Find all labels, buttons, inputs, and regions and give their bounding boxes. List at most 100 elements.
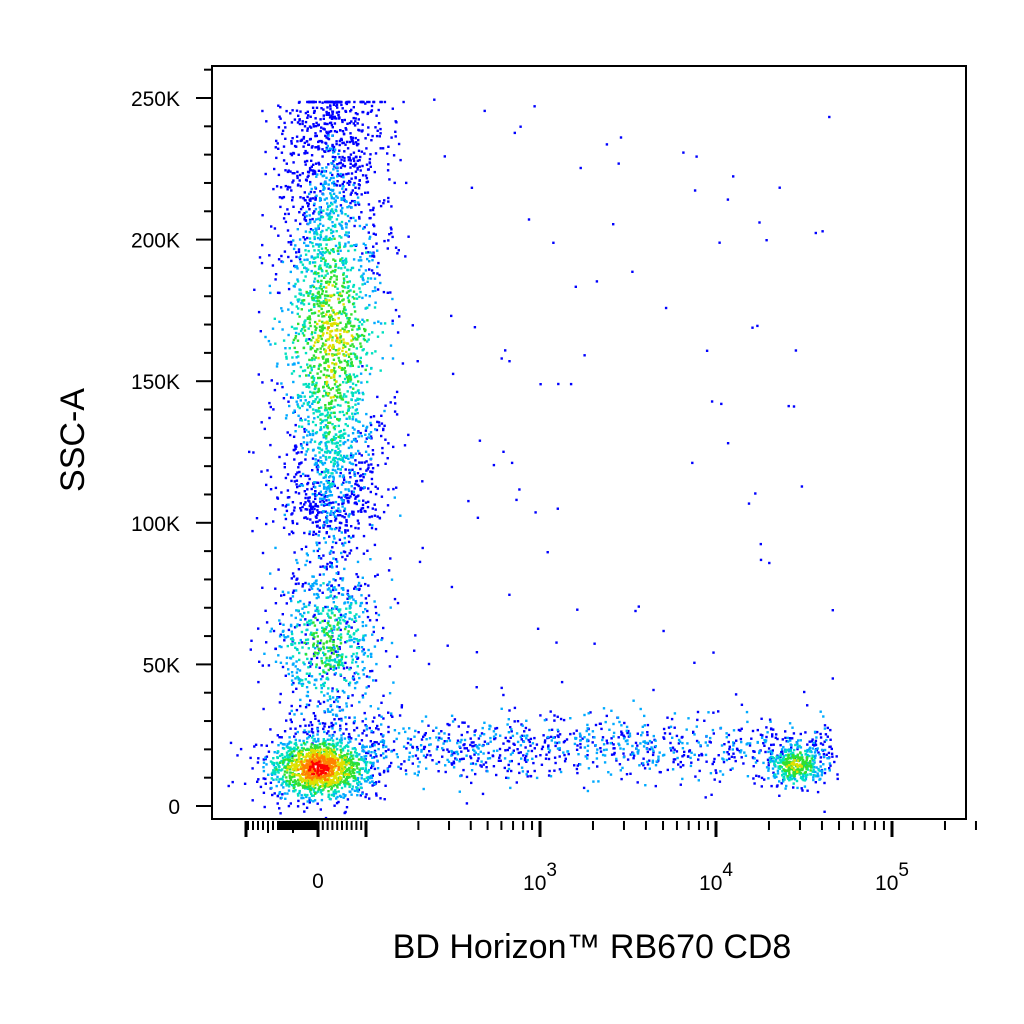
event-dot <box>278 792 281 795</box>
event-dot <box>786 740 790 743</box>
event-dot <box>336 287 339 290</box>
event-dot <box>368 333 371 336</box>
event-dot <box>357 783 360 787</box>
event-dot <box>331 739 335 742</box>
event-dot <box>682 764 685 767</box>
event-dot <box>333 383 337 386</box>
event-dot <box>324 467 328 471</box>
event-dot <box>327 623 330 627</box>
event-dot <box>387 748 390 751</box>
event-dot <box>461 721 464 724</box>
event-dot <box>316 520 319 523</box>
event-dot <box>304 253 308 256</box>
event-dot <box>395 486 398 489</box>
event-dot <box>361 621 364 624</box>
event-dot <box>311 505 315 508</box>
event-dot <box>643 724 646 727</box>
event-dot <box>335 784 339 788</box>
event-dot <box>776 769 780 773</box>
event-dot <box>469 755 472 758</box>
event-dot <box>335 509 338 512</box>
event-dot <box>356 794 359 797</box>
event-dot <box>351 393 354 396</box>
event-dot <box>276 802 279 805</box>
event-dot <box>312 379 315 382</box>
event-dot <box>351 136 354 139</box>
event-dot <box>732 741 735 744</box>
event-dot <box>341 577 345 580</box>
event-dot <box>338 246 341 249</box>
event-dot <box>290 720 293 724</box>
event-dot <box>359 758 363 761</box>
event-dot <box>325 518 329 521</box>
event-dot <box>359 794 362 797</box>
event-dot <box>314 186 317 189</box>
event-dot <box>740 756 743 759</box>
event-dot <box>288 740 291 743</box>
event-dot <box>336 465 339 468</box>
event-dot <box>305 703 309 706</box>
event-dot <box>651 747 654 751</box>
event-dot <box>332 483 336 486</box>
event-dot <box>341 579 344 582</box>
event-dot <box>351 382 355 385</box>
event-dot <box>352 159 356 163</box>
event-dot <box>823 781 826 785</box>
event-dot <box>357 203 361 206</box>
event-dot <box>366 191 370 194</box>
event-dot <box>307 100 311 104</box>
event-dot <box>379 147 382 150</box>
event-dot <box>547 747 550 750</box>
event-dot <box>301 585 304 588</box>
event-dot <box>391 357 395 360</box>
event-dot <box>330 411 333 415</box>
event-dot <box>366 257 369 261</box>
event-dot <box>784 769 787 773</box>
event-dot <box>322 487 326 490</box>
event-dot <box>416 757 420 760</box>
event-dot <box>263 805 266 809</box>
event-dot <box>334 437 337 440</box>
event-dot <box>325 418 328 422</box>
event-dot <box>734 693 738 696</box>
event-dot <box>257 310 261 314</box>
event-dot <box>314 504 317 507</box>
event-dot <box>809 769 812 772</box>
event-dot <box>567 752 570 756</box>
event-dot <box>295 305 298 308</box>
event-dot <box>381 331 384 334</box>
event-dot <box>358 159 361 162</box>
event-dot <box>586 727 589 730</box>
event-dot <box>331 472 334 475</box>
event-dot <box>332 557 335 560</box>
event-dot <box>344 242 347 245</box>
event-dot <box>304 496 307 500</box>
event-dot <box>360 323 364 326</box>
event-dot <box>646 731 649 734</box>
event-dot <box>484 761 488 764</box>
event-dot <box>297 582 300 585</box>
event-dot <box>279 117 282 120</box>
event-dot <box>612 743 615 746</box>
event-dot <box>569 732 572 736</box>
event-dot <box>284 352 287 355</box>
event-dot <box>308 477 311 481</box>
event-dot <box>300 641 304 644</box>
event-dot <box>325 148 328 151</box>
event-dot <box>364 137 367 140</box>
event-dot <box>319 256 323 259</box>
event-dot <box>297 568 301 571</box>
event-dot <box>329 738 332 741</box>
event-dot <box>281 665 285 669</box>
event-dot <box>296 278 299 281</box>
event-dot <box>414 754 418 757</box>
event-dot <box>726 751 729 754</box>
event-dot <box>778 780 781 783</box>
event-dot <box>271 762 274 765</box>
event-dot <box>314 331 317 334</box>
event-dot <box>367 751 370 755</box>
event-dot <box>326 122 329 126</box>
event-dot <box>314 134 317 138</box>
event-dot <box>316 513 319 517</box>
event-dot <box>735 747 739 750</box>
